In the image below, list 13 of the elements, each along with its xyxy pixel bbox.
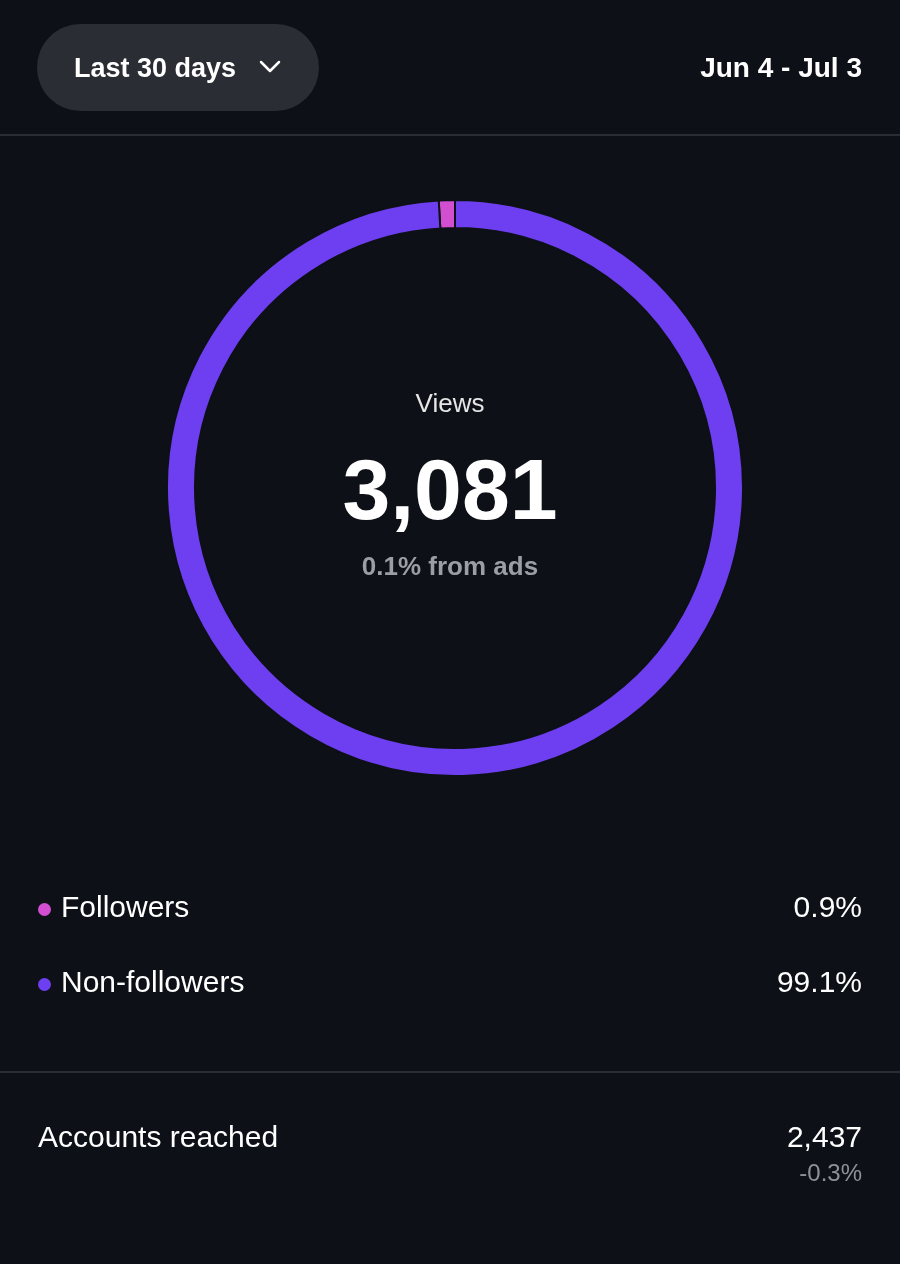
legend-label: Non-followers (61, 965, 245, 998)
text: Jun 4 - Jul 3 (700, 52, 862, 84)
text: 3,081 (341, 440, 559, 539)
text: 0.1% from ads (360, 551, 540, 582)
data-label: 0.9% (793, 890, 862, 924)
text: -0.3% (799, 1159, 862, 1187)
text: Last 30 days (74, 53, 237, 84)
donut-slice (166, 199, 744, 777)
data-label: 99.1% (776, 965, 862, 999)
text: Views (414, 388, 486, 419)
legend-label: Followers (61, 890, 190, 923)
text: 2,437 (786, 1120, 862, 1154)
text: Accounts reached (38, 1120, 279, 1154)
